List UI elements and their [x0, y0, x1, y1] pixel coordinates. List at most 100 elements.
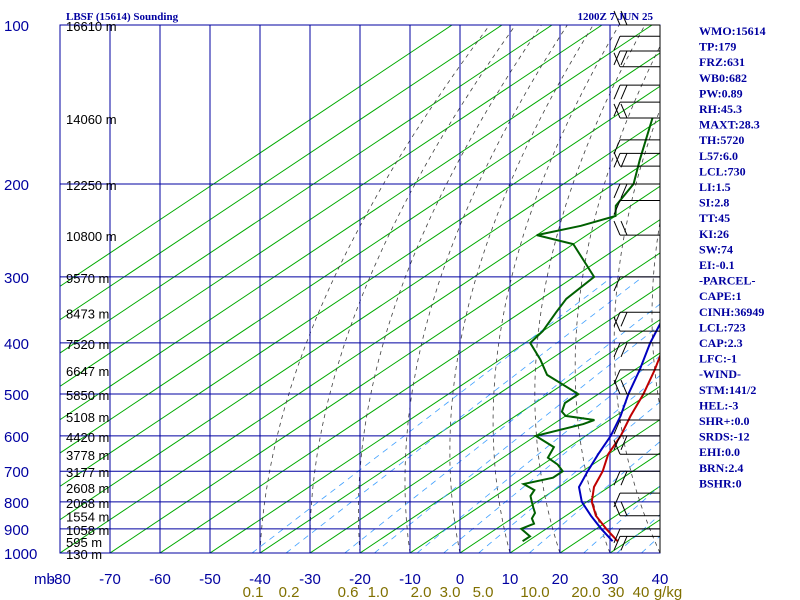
wind-barb [613, 103, 660, 119]
dry-adiabat-line [309, 25, 516, 553]
isotherm-line [359, 352, 660, 553]
wind-barb [613, 183, 660, 199]
index-value: LI:1.5 [699, 180, 731, 194]
height-label: 6647 m [66, 364, 109, 379]
parcel-line [577, 321, 660, 542]
wind-barb [613, 535, 660, 551]
index-value: LCL:730 [699, 164, 746, 178]
mixing-ratio-label: 0.6 [338, 584, 359, 600]
dry-adiabat-line [259, 25, 491, 553]
temperature-tick-label: -40 [249, 571, 271, 588]
isotherm-line [309, 319, 660, 553]
index-value: -PARCEL- [699, 274, 755, 288]
temperature-tick-label: -70 [99, 571, 121, 588]
temperature-tick-label: -80 [49, 571, 71, 588]
chart-title: LBSF (15614) Sounding [66, 11, 179, 23]
index-value: HEL:-3 [699, 398, 738, 412]
temperature-tick-label: 40 [652, 571, 669, 588]
mixing-ratio-label: 20.0 [571, 584, 600, 600]
index-value: TP:179 [699, 40, 736, 54]
index-value: EHI:0.0 [699, 445, 740, 459]
index-value: TT:45 [699, 211, 730, 225]
mixing-ratio-line [251, 276, 613, 553]
pressure-tick-label: 900 [4, 522, 29, 539]
index-value: SRDS:-12 [699, 430, 750, 444]
pressure-tick-label: 100 [4, 18, 29, 35]
mixing-ratio-line [443, 375, 660, 553]
pressure-tick-label: 200 [4, 177, 29, 194]
dry-adiabat-line [404, 25, 568, 553]
mixing-ratio-label: g/kg [654, 584, 682, 600]
isotherm-line [259, 285, 660, 553]
wind-barb [613, 35, 660, 51]
height-label: 4420 m [66, 430, 109, 445]
temperature-tick-label: 10 [502, 571, 519, 588]
height-label: 16610 m [66, 19, 117, 34]
wind-barb [613, 50, 660, 66]
mixing-ratio-label: 2.0 [411, 584, 432, 600]
sounding-series [519, 117, 660, 543]
wind-barb [613, 101, 660, 117]
pressure-tick-label: 600 [4, 429, 29, 446]
pressure-tick-label: 300 [4, 270, 29, 287]
isotherm-line [60, 152, 660, 553]
wind-barb [613, 379, 660, 395]
dry-adiabat-line [358, 25, 542, 553]
index-value: BRN:2.4 [699, 461, 743, 475]
mixing-ratio-label: 1.0 [368, 584, 389, 600]
mixing-ratio-label: 10.0 [520, 584, 549, 600]
wind-barb [613, 342, 660, 358]
wind-barb [613, 52, 660, 68]
index-value: -WIND- [699, 367, 741, 381]
index-value: PW:0.89 [699, 86, 743, 100]
height-label: 595 m [66, 535, 102, 550]
height-label: 7520 m [66, 337, 109, 352]
wind-barb [613, 501, 660, 517]
height-label: 3177 m [66, 465, 109, 480]
pressure-tick-label: 800 [4, 495, 29, 512]
height-label: 14060 m [66, 112, 117, 127]
isotherm-line [60, 119, 660, 521]
height-label: 2608 m [66, 481, 109, 496]
height-label: 3778 m [66, 448, 109, 463]
dewpoint-line [519, 117, 654, 543]
pressure-unit-label: mb [34, 571, 55, 588]
wind-barb [613, 10, 660, 26]
height-label: 1058 m [66, 523, 109, 538]
mixing-ratio-label: 0.2 [279, 584, 300, 600]
temperature-tick-label: -10 [399, 571, 421, 588]
index-value: SI:2.8 [699, 196, 729, 210]
index-value: SHR+:0.0 [699, 414, 750, 428]
height-label: 5850 m [66, 388, 109, 403]
index-value: BSHR:0 [699, 476, 742, 490]
isotherm-line [109, 185, 660, 553]
isotherm-line [509, 452, 660, 553]
temperature-tick-label: -30 [299, 571, 321, 588]
height-label: 9570 m [66, 271, 109, 286]
pressure-tick-label: 1000 [4, 546, 37, 563]
wind-barb [613, 139, 660, 155]
wind-barb [613, 276, 660, 292]
dry-adiabat-line [492, 25, 620, 553]
temperature-line [590, 353, 660, 542]
isotherm-line [60, 85, 660, 487]
mixing-ratio-line [344, 303, 660, 553]
isotherm-line [60, 25, 453, 287]
height-label: 5108 m [66, 410, 109, 425]
wind-barb [613, 311, 660, 327]
wind-barb [613, 200, 660, 215]
temperature-tick-label: 30 [602, 571, 619, 588]
isotherm-line [60, 25, 603, 387]
wind-barb [613, 151, 660, 167]
dry-adiabat-line [574, 45, 660, 553]
wind-barb [613, 470, 660, 486]
mixing-ratio-line [478, 401, 660, 553]
temperature-tick-label: -20 [349, 571, 371, 588]
mixing-ratio-label: 3.0 [440, 584, 461, 600]
wind-barb [613, 440, 660, 455]
index-value: L57:6.0 [699, 149, 738, 163]
height-label: 12250 m [66, 178, 117, 193]
wind-barb [613, 84, 660, 100]
